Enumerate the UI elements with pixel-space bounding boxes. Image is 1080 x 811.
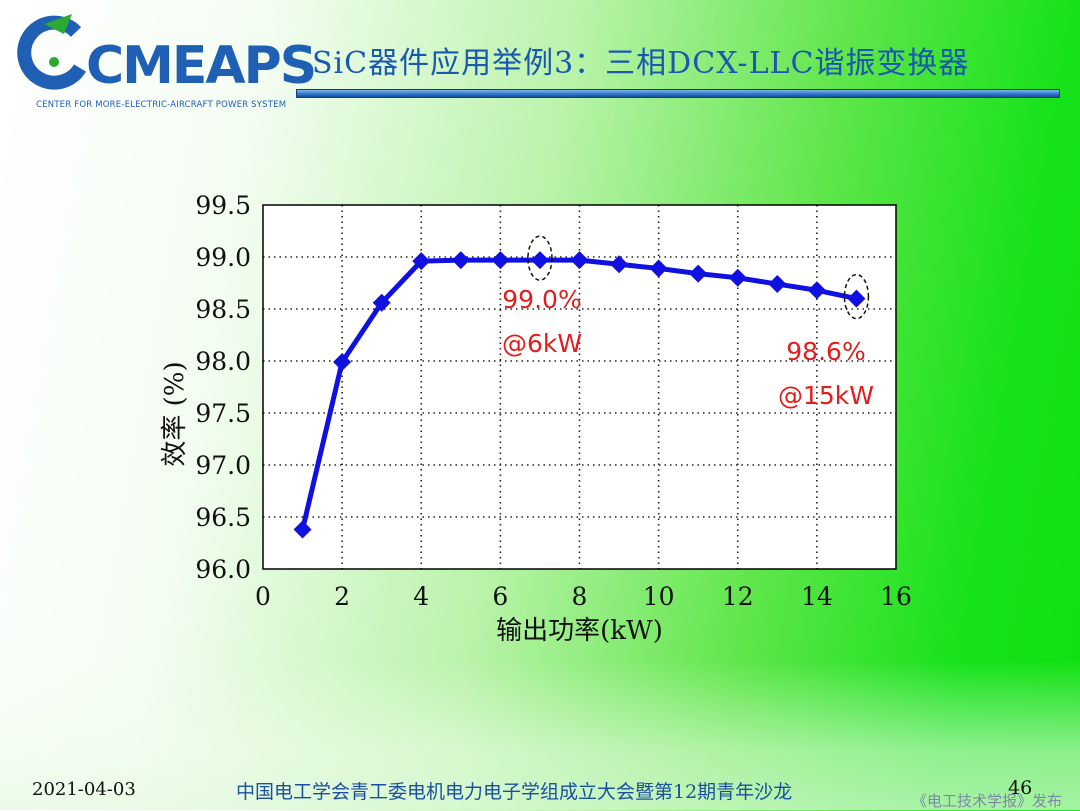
x-tick-label: 16 <box>880 582 912 611</box>
y-tick-label: 97.0 <box>195 451 251 480</box>
y-tick-label: 98.5 <box>195 295 251 324</box>
y-tick-label: 97.5 <box>195 399 251 428</box>
y-tick-label: 99.0 <box>195 243 251 272</box>
title-underline-bar <box>296 89 1060 98</box>
footer-date: 2021-04-03 <box>32 779 136 800</box>
annotation-power-label: @15kW <box>778 381 874 410</box>
annotation-value-label: 98.6% <box>786 337 865 366</box>
y-axis-label: 效率 (%) <box>160 361 190 466</box>
plot-frame <box>262 204 897 570</box>
x-tick-label: 8 <box>572 582 588 611</box>
data-point-marker <box>372 293 391 312</box>
y-tick-label: 96.0 <box>195 555 251 584</box>
data-point-marker <box>768 275 787 294</box>
data-point-marker <box>451 251 470 270</box>
footer-event-name: 中国电工学会青工委电机电力电子学组成立大会暨第12期青年沙龙 <box>236 781 793 803</box>
data-point-marker <box>807 281 826 300</box>
data-point-marker <box>847 289 866 308</box>
x-tick-label: 0 <box>255 582 271 611</box>
x-axis-label: 输出功率(kW) <box>496 616 663 646</box>
data-point-marker <box>333 353 352 372</box>
y-tick-label: 99.5 <box>195 191 251 220</box>
data-point-marker <box>610 255 629 274</box>
data-point-marker <box>412 252 431 271</box>
data-point-marker <box>293 520 312 539</box>
page-number: 46 <box>1008 777 1033 799</box>
data-point-marker <box>689 264 708 283</box>
publisher-watermark: 《电工技术学报》发布 <box>912 792 1063 810</box>
cmeaps-logo: CMEAPS CENTER FOR MORE-ELECTRIC-AIRCRAFT… <box>14 10 317 110</box>
annotation-power-label: @6kW <box>502 329 582 358</box>
data-point-marker <box>491 251 510 270</box>
x-tick-label: 14 <box>801 582 833 611</box>
logo-emblem-icon <box>17 14 87 90</box>
x-tick-label: 10 <box>643 582 675 611</box>
x-tick-label: 4 <box>413 582 429 611</box>
data-point-marker <box>530 251 549 270</box>
data-point-marker <box>649 259 668 278</box>
data-point-marker <box>570 251 589 270</box>
annotation-highlight-ellipse <box>527 235 553 281</box>
logo-text: CMEAPS <box>86 36 317 96</box>
x-tick-label: 12 <box>722 582 754 611</box>
y-tick-label: 96.5 <box>195 503 251 532</box>
data-point-marker <box>728 268 747 287</box>
x-tick-label: 6 <box>492 582 508 611</box>
logo-subtitle: CENTER FOR MORE-ELECTRIC-AIRCRAFT POWER … <box>36 100 287 110</box>
slide-title: SiC器件应用举例3：三相DCX-LLC谐振变换器 <box>312 46 970 81</box>
y-tick-label: 98.0 <box>195 347 251 376</box>
x-tick-label: 2 <box>334 582 350 611</box>
annotation-highlight-ellipse <box>843 273 870 320</box>
annotation-value-label: 99.0% <box>502 285 581 314</box>
